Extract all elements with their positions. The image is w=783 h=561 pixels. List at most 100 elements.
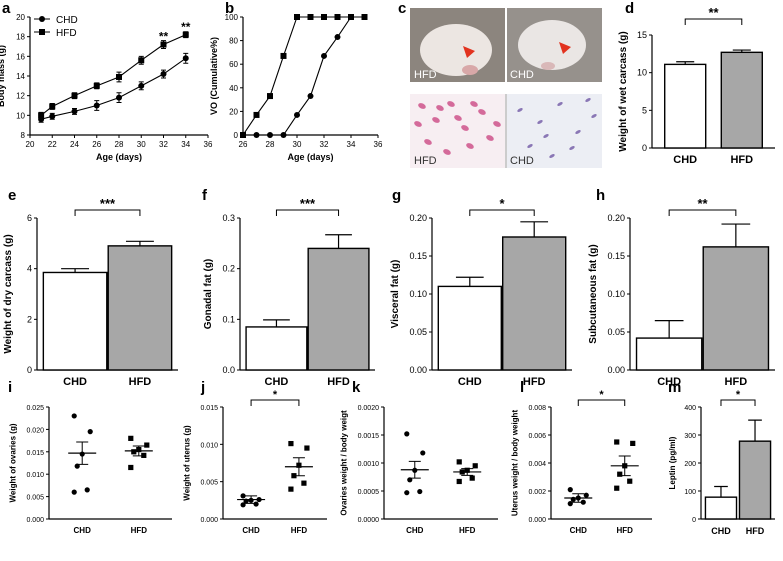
square-marker (160, 41, 167, 48)
x-category-label: CHD (711, 526, 731, 536)
y-tick-label: 0.025 (26, 405, 44, 412)
circle-marker (39, 16, 45, 22)
y-tick-label: 20 (229, 107, 238, 116)
cell-shape (443, 149, 451, 155)
panel-label-m: m (668, 379, 681, 396)
x-tick-label: 32 (320, 140, 329, 149)
circle-marker (160, 71, 167, 78)
y-tick-label: 0.10 (607, 289, 625, 299)
y-tick-label: 8 (21, 131, 26, 140)
cell-shape (537, 120, 543, 124)
x-category-label: HFD (291, 526, 308, 535)
y-tick-label: 0.015 (26, 450, 44, 457)
photo-label: HFD (414, 69, 437, 81)
bar-chd (635, 337, 703, 371)
significance-label: * (599, 389, 604, 401)
error-bar (263, 319, 290, 327)
cell-shape (569, 146, 575, 150)
square-marker (49, 103, 56, 110)
x-axis-title: Age (days) (96, 152, 142, 162)
bar-hfd (307, 247, 370, 371)
circle-marker (267, 132, 273, 138)
significance-label: * (499, 196, 505, 211)
circle-marker (240, 493, 246, 499)
sem-bar (245, 495, 258, 504)
y-tick-label: 0.1 (222, 314, 235, 324)
square-marker (301, 480, 307, 486)
square-marker (456, 459, 462, 465)
circle-marker (307, 93, 314, 100)
x-category-label: CHD (458, 376, 482, 388)
x-tick-label: 20 (26, 140, 35, 149)
y-axis-title: Gonadal fat (g) (203, 259, 214, 330)
significance-label: *** (300, 196, 316, 211)
x-category-label: HFD (131, 526, 148, 535)
significance-label: ** (159, 30, 169, 44)
x-category-label: HFD (725, 376, 748, 388)
circle-marker (71, 108, 78, 115)
y-tick-label: 0.05 (607, 327, 625, 337)
significance-label: * (736, 389, 741, 401)
y-axis-title: Uterus weight / body weight (510, 410, 519, 517)
y-axis-title: Weight of ovaries (g) (8, 423, 17, 502)
square-marker (627, 478, 633, 484)
square-marker (288, 486, 294, 492)
panel-l: l 0.000 0.002 0.004 0.006 0.008 Uterus weight … (510, 379, 652, 535)
circle-marker (404, 490, 410, 496)
significance-bracket (577, 399, 626, 406)
sem-bar (618, 455, 631, 477)
series-line-hfd (242, 16, 365, 136)
y-tick-label: 0.006 (528, 433, 546, 440)
error-bar (748, 419, 762, 442)
square-marker (288, 440, 294, 447)
circle-marker (240, 502, 246, 508)
y-tick-label: 10 (637, 68, 647, 78)
cell-shape (585, 98, 591, 102)
sem-bar (132, 445, 145, 457)
x-category-label: HFD (746, 526, 765, 536)
x-tick-label: 24 (70, 140, 79, 149)
y-tick-label: 0.0020 (358, 405, 380, 412)
y-tick-label: 0.2 (222, 264, 235, 274)
y-tick-label: 0.005 (200, 480, 218, 487)
x-category-label: CHD (242, 526, 260, 535)
y-tick-label: 0.15 (607, 251, 625, 261)
square-marker (38, 112, 45, 119)
square-marker (280, 52, 287, 59)
significance-label: *** (100, 196, 116, 211)
square-marker (39, 29, 45, 35)
significance-label: ** (697, 196, 708, 211)
x-category-label: CHD (570, 526, 588, 535)
x-tick-label: 22 (48, 140, 57, 149)
significance-label: ** (708, 5, 719, 20)
y-tick-label: 0.008 (528, 405, 546, 412)
circle-marker (253, 132, 260, 138)
x-tick-label: 26 (239, 140, 248, 149)
square-marker (71, 92, 78, 99)
y-tick-label: 40 (229, 84, 238, 93)
series-line-hfd (40, 34, 186, 116)
y-tick-label: 18 (16, 33, 25, 42)
square-marker (138, 57, 145, 64)
y-tick-label: 0.004 (528, 461, 546, 468)
y-axis-title: VO (Cumulative%) (209, 37, 219, 115)
circle-marker (71, 489, 77, 495)
photo-chd-smear (507, 94, 602, 168)
error-bar (654, 320, 684, 339)
y-tick-label: 16 (16, 52, 25, 61)
y-tick-label: 0.3 (222, 213, 235, 223)
panel-g: g 0.00 0.05 0.10 0.15 0.20 Visceral fat (g) CHD… (390, 187, 572, 388)
circle-marker (84, 487, 90, 493)
square-marker (361, 14, 368, 20)
arrow-icon (463, 46, 475, 58)
y-axis-title: Ovaries weight / body weigt (339, 410, 348, 516)
panel-label-i: i (8, 379, 12, 396)
panel-a: a 8 10 12 14 16 18 20 Body mass (g) 20 22 24 26 28 30 3… (0, 0, 213, 162)
significance-bracket (469, 209, 535, 216)
bar-chd (664, 63, 707, 149)
circle-marker (240, 132, 246, 138)
error-bar (325, 234, 352, 249)
significance-bracket (684, 18, 743, 25)
square-marker (472, 463, 478, 469)
y-tick-label: 15 (637, 30, 647, 40)
